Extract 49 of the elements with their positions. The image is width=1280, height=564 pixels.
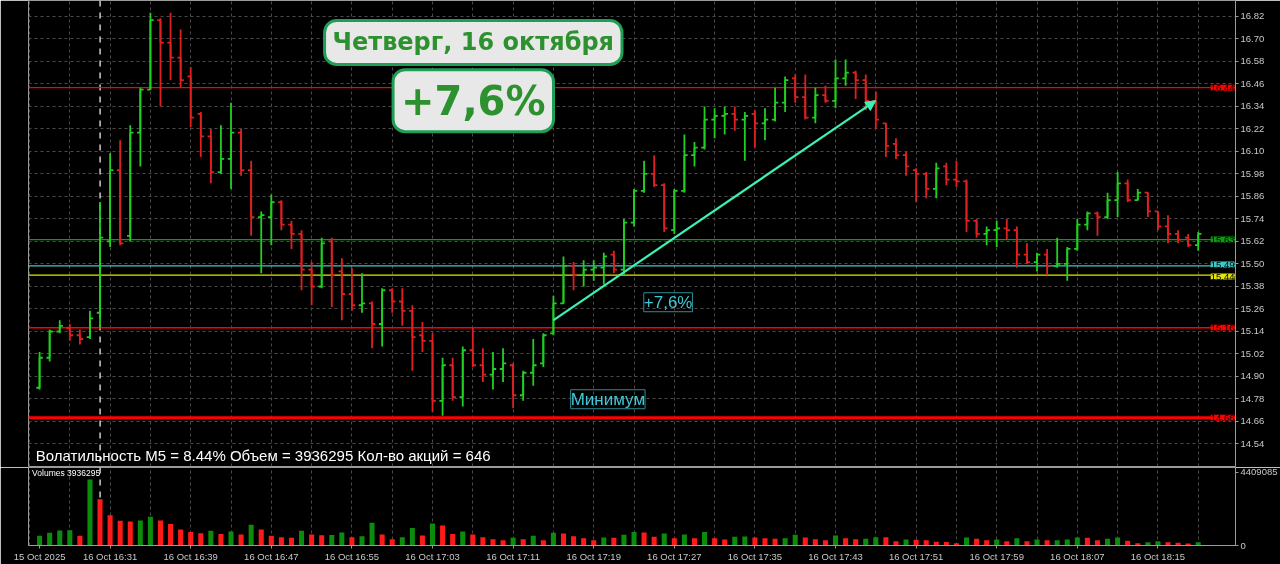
x-tick-label: 16 Oct 16:39 xyxy=(163,550,218,562)
annotation: Минимум xyxy=(570,389,646,409)
y-tick-label: 16.70 xyxy=(1240,32,1265,44)
y-tick-label: 15.14 xyxy=(1240,325,1265,337)
y-tick-label: 14.78 xyxy=(1240,392,1265,404)
ref-line-label: 15.49 xyxy=(1210,258,1235,270)
y-tick-label: 15.26 xyxy=(1240,302,1265,314)
ref-line-label: 15.63 xyxy=(1210,233,1235,245)
y-tick-label: 4409085 xyxy=(1240,466,1278,478)
x-tick-label: 16 Oct 17:11 xyxy=(486,550,540,562)
y-tick-label: 16.58 xyxy=(1240,55,1265,67)
x-tick-label: 16 Oct 17:59 xyxy=(969,550,1024,562)
ref-line-label: 15.16 xyxy=(1210,321,1235,333)
y-tick-label: 14.66 xyxy=(1240,415,1265,427)
text: +7,6% xyxy=(401,77,546,124)
y-tick-label: 15.50 xyxy=(1240,257,1265,269)
x-tick-label: 16 Oct 17:35 xyxy=(727,550,783,562)
x-tick-label: 16 Oct 16:31 xyxy=(82,550,138,562)
x-tick-label: 16 Oct 17:19 xyxy=(566,550,621,562)
x-tick-label: 16 Oct 17:03 xyxy=(405,550,460,562)
x-tick-label: 16 Oct 16:47 xyxy=(244,550,299,562)
y-tick-label: 15.74 xyxy=(1240,212,1265,224)
ref-line-label: 16.44 xyxy=(1210,81,1235,93)
x-tick-label: 16 Oct 17:27 xyxy=(647,550,702,562)
y-tick-label: 14.54 xyxy=(1240,438,1265,449)
y-tick-label: 15.62 xyxy=(1240,235,1265,247)
y-tick-label: 16.82 xyxy=(1240,10,1265,22)
y-tick-label: 15.98 xyxy=(1240,167,1265,179)
ref-line-label: 15.44 xyxy=(1210,270,1235,282)
y-tick-label: 15.02 xyxy=(1240,347,1265,359)
y-tick-label: 16.22 xyxy=(1240,122,1265,134)
y-tick-label: 15.38 xyxy=(1240,280,1265,292)
annotation: Волатильность M5 = 8.44% Объем = 3936295 Кол-во акций = 646 xyxy=(35,446,491,464)
x-tick-label: 16 Oct 17:43 xyxy=(808,550,863,562)
x-tick-label: 15 Oct 2025 xyxy=(13,550,66,562)
y-tick-label: 16.46 xyxy=(1240,77,1265,89)
ref-line-label: 14.68 xyxy=(1210,411,1235,423)
y-tick-label: 14.90 xyxy=(1240,370,1265,382)
y-tick-label: 16.34 xyxy=(1240,100,1265,112)
x-tick-label: 16 Oct 18:15 xyxy=(1130,550,1186,562)
x-tick-label: 16 Oct 17:51 xyxy=(888,550,944,562)
y-tick-label: 15.86 xyxy=(1240,190,1265,202)
y-tick-label: 16.10 xyxy=(1240,145,1265,157)
x-tick-label: 16 Oct 16:55 xyxy=(324,550,380,562)
text: Четверг, 16 октября xyxy=(332,28,614,57)
x-tick-label: 16 Oct 18:07 xyxy=(1050,550,1105,562)
y-tick-label: 0 xyxy=(1240,539,1246,551)
chart-title: Volumes 3936295 xyxy=(32,467,101,478)
annotation: +7,6% xyxy=(643,292,693,312)
